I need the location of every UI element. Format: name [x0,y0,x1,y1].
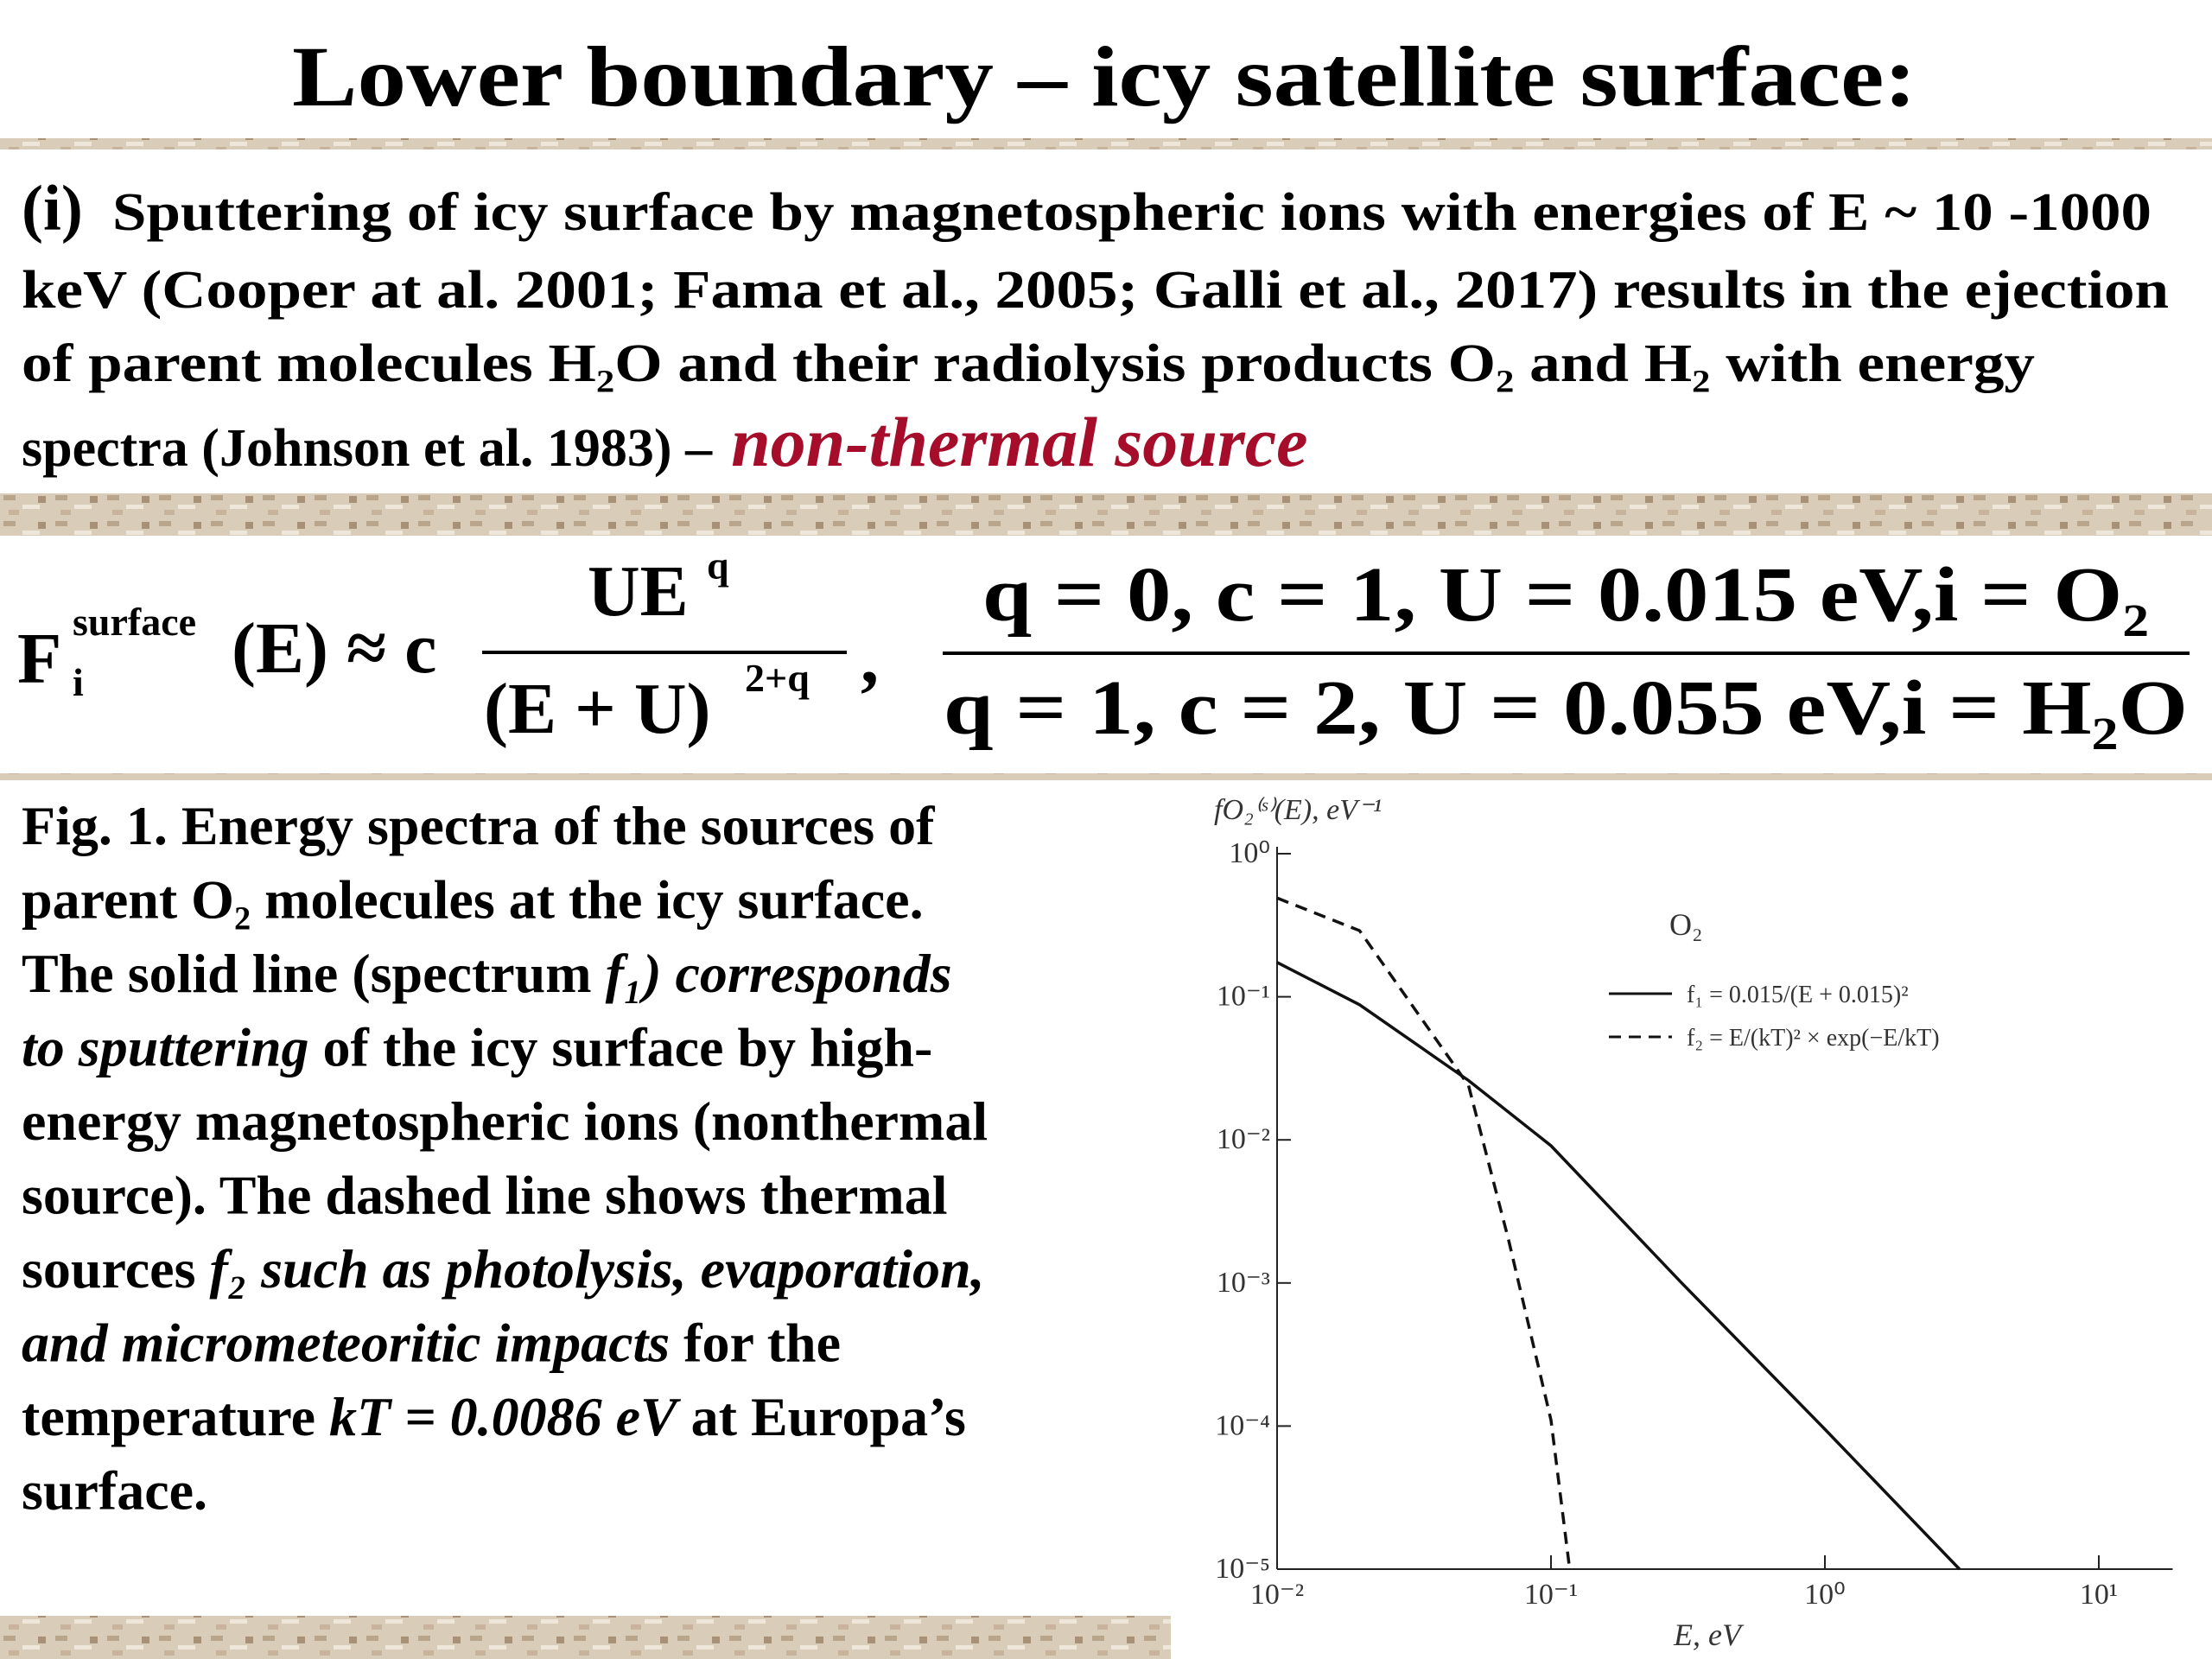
formula-text: UE [588,551,689,632]
caption-segment: parent O₂ molecules at the icy surface. [22,869,924,931]
formula-text: (E) ≈ c [232,608,436,689]
texture-band [0,493,2212,536]
x-tick-label: 10⁰ [1804,1579,1846,1611]
x-axis-label: E, eV [1673,1618,1745,1652]
formula-text: (E + U) [484,669,711,749]
formula: F surface i (E) ≈ c UE q (E + U) 2+q , q… [17,543,2190,751]
y-tick-label: 10⁰ [1229,837,1270,869]
series-line [1276,961,1961,1571]
caption-line: to sputtering of the icy surface by high… [22,1017,932,1078]
caption-segment: Fig. 1. Energy spectra of the sources of [22,795,935,856]
legend-label: f₁ = 0.015/(E + 0.015)² [1687,982,1909,1008]
y-tick-label: 10⁻⁵ [1215,1553,1270,1585]
caption-segment: surface. [22,1460,207,1522]
slide-title: Lower boundary – icy satellite surface: [292,29,1916,124]
y-tick-label: 10⁻³ [1217,1267,1270,1299]
formula-text: F [17,619,61,699]
y-tick-label: 10⁻² [1217,1123,1270,1155]
formula-text: i [73,660,84,704]
formula-text: q [707,543,729,588]
caption-segment: sources [22,1238,209,1300]
caption-segment: source). The dashed line shows thermal [22,1165,948,1226]
intro-line: keV (Cooper at al. 2001; Fama et al., 20… [22,261,2169,320]
caption-segment: to sputtering [22,1017,309,1078]
intro: (i) Sputtering of icy surface by magneto… [22,173,2169,481]
caption-segment: of the icy surface by high- [309,1017,933,1078]
figure-caption: Fig. 1. Energy spectra of the sources of… [22,795,988,1522]
x-tick-label: 10¹ [2080,1579,2118,1611]
caption-segment: temperature [22,1386,329,1447]
intro-label: (i) [22,173,83,245]
formula-text: q = 0, c = 1, U = 0.015 eV,i = O₂ [982,552,2149,638]
caption-line: surface. [22,1460,207,1522]
y-tick-label: 10⁻¹ [1217,981,1270,1013]
legend-label: f₂ = E/(kT)² × exp(−E/kT) [1687,1025,1940,1052]
caption-line: and micrometeoritic impacts for the [22,1313,841,1374]
y-axis-label: fO₂⁽ˢ⁾(E), eV⁻¹ [1214,794,1382,826]
highlight: non-thermal source [731,403,1308,481]
y-tick-label: 10⁻⁴ [1215,1409,1270,1441]
texture-band [0,773,2212,780]
caption-line: Fig. 1. Energy spectra of the sources of [22,795,935,856]
caption-segment: The solid line (spectrum [22,943,606,1004]
caption-line: The solid line (spectrum f₁) corresponds [22,943,952,1004]
caption-segment: corresponds [662,943,952,1004]
chart: 10⁻² 10⁻¹ 10⁰ 10¹ 10⁰ 10⁻¹ 10⁻² 10⁻³ 10⁻⁴ 10⁻⁵ E, … [1214,794,2173,1652]
texture-band [0,138,2212,149]
series-line [1276,896,1572,1570]
texture-band [0,1616,1171,1659]
caption-segment: f₂ such as photolysis, evaporation, [209,1238,984,1300]
caption-line: temperature kT = 0.0086 eV at Europa’s [22,1386,966,1447]
caption-line: parent O₂ molecules at the icy surface. [22,869,924,931]
formula-text: 2+q [745,656,810,700]
caption-line: sources f₂ such as photolysis, evaporati… [22,1238,985,1300]
intro-line: of parent molecules H₂O and their radiol… [22,334,2035,393]
x-tick-label: 10⁻¹ [1524,1579,1578,1611]
caption-segment: kT = 0.0086 eV [329,1386,682,1447]
intro-line: Sputtering of icy surface by magnetosphe… [112,183,2152,242]
formula-text: , [861,619,879,699]
formula-text: surface [73,600,196,644]
caption-line: source). The dashed line shows thermal [22,1165,948,1226]
caption-line: energy magnetospheric ions (nonthermal [22,1090,988,1152]
x-tick-label: 10⁻² [1250,1579,1304,1611]
intro-line: spectra (Johnson et al. 1983) – [22,419,713,478]
caption-segment: f₁) [606,943,662,1004]
formula-text: q = 1, c = 2, U = 0.055 eV,i = H₂O [944,665,2188,751]
caption-segment: energy magnetospheric ions (nonthermal [22,1090,988,1152]
annotation: O₂ [1669,907,1703,942]
caption-segment: for the [670,1313,841,1374]
caption-segment: and micrometeoritic impacts [22,1313,670,1374]
caption-segment: at Europa’s [677,1386,966,1447]
